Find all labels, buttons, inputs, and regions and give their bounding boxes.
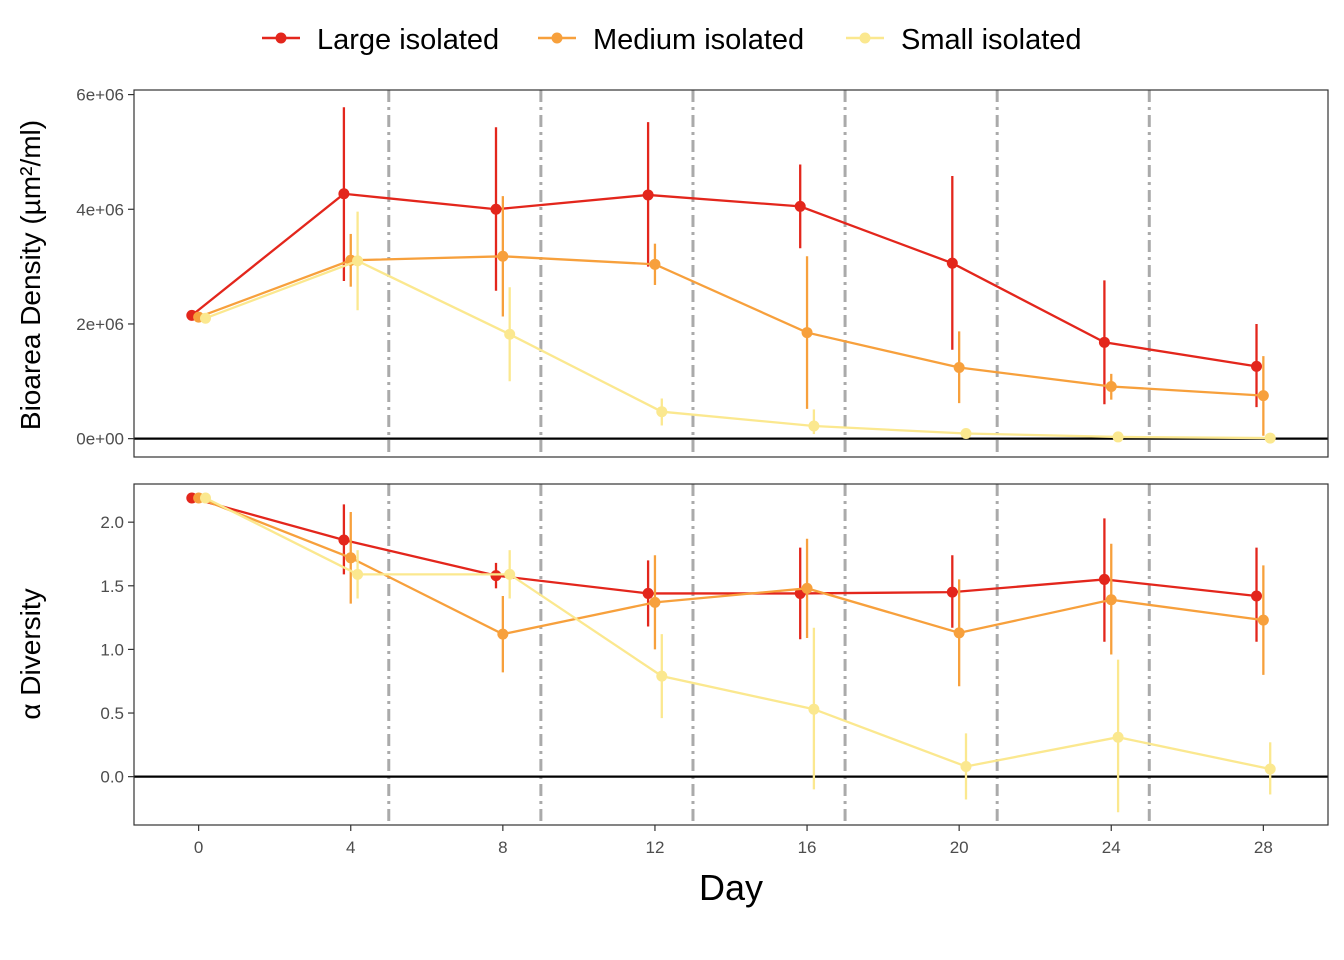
data-point-large-day-24 (1098, 573, 1110, 585)
data-point-small-day-16 (808, 420, 820, 432)
data-point-medium-day-28 (1257, 390, 1269, 402)
data-point-small-day-4 (352, 568, 364, 580)
x-tick-label-0: 0 (194, 838, 203, 857)
legend-label-large: Large isolated (317, 24, 499, 56)
panel-background (134, 90, 1328, 457)
series-line-small (205, 259, 1271, 440)
data-point-large-day-24 (1098, 336, 1110, 348)
y-tick-label-3: 1.5 (100, 577, 124, 596)
y-tick-label-1: 2e+06 (76, 315, 124, 334)
data-point-small-day-0 (199, 312, 211, 324)
data-point-small-day-8 (504, 328, 516, 340)
data-point-small-day-24 (1112, 431, 1124, 443)
y-tick-label-0: 0.0 (100, 768, 124, 787)
legend-label-small: Small isolated (901, 24, 1082, 56)
x-tick-label-1: 4 (346, 838, 355, 857)
legend-key-point-medium (551, 32, 563, 44)
series-line-medium (198, 496, 1264, 636)
series-line-large (191, 192, 1257, 368)
data-point-small-day-28 (1264, 432, 1276, 444)
data-point-small-day-8 (504, 568, 516, 580)
data-point-medium-day-20 (953, 362, 965, 374)
y-tick-label-2: 1.0 (100, 640, 124, 659)
data-point-medium-day-16 (801, 327, 813, 339)
data-point-large-day-8 (490, 570, 502, 582)
series-line-medium (198, 255, 1264, 397)
legend-key-point-small (859, 32, 871, 44)
bioarea-density-panel: 0e+00 2e+06 4e+06 6e+06 (76, 86, 1329, 458)
data-point-large-day-4 (338, 188, 350, 200)
y-tick-label-2: 4e+06 (76, 200, 124, 219)
legend-item-medium: Medium isolated (538, 24, 804, 56)
data-point-medium-day-12 (649, 596, 661, 608)
x-tick-label-3: 12 (645, 838, 664, 857)
panel-border (133, 483, 1329, 826)
data-point-small-day-4 (352, 255, 364, 267)
data-point-large-day-20 (946, 586, 958, 598)
data-point-medium-day-8 (497, 250, 509, 262)
x-tick-label-7: 28 (1254, 838, 1273, 857)
y-tick-label-4: 2.0 (100, 513, 124, 532)
x-tick-label-2: 8 (498, 838, 507, 857)
alpha-diversity-panel: 0.0 0.5 1.0 1.5 2.0 0 4 8 12 16 20 24 28 (100, 483, 1329, 857)
data-point-medium-day-20 (953, 627, 965, 639)
data-point-medium-day-28 (1257, 614, 1269, 626)
data-point-small-day-20 (960, 760, 972, 772)
data-point-small-day-28 (1264, 763, 1276, 775)
data-point-small-day-20 (960, 427, 972, 439)
data-point-large-day-12 (642, 587, 654, 599)
data-point-small-day-0 (199, 492, 211, 504)
series-line-large (191, 496, 1257, 598)
y-tick-label-0: 0e+00 (76, 430, 124, 449)
legend: Large isolated Medium isolated Small iso… (262, 24, 1082, 56)
data-point-large-day-8 (490, 203, 502, 215)
data-point-small-day-12 (656, 670, 668, 682)
x-tick-label-4: 16 (798, 838, 817, 857)
y-axis-title-diversity: α Diversity (15, 588, 46, 719)
legend-label-medium: Medium isolated (593, 24, 804, 56)
y-axis-title-bioarea: Bioarea Density (µm²/ml) (15, 120, 46, 430)
x-tick-label-5: 20 (950, 838, 969, 857)
legend-item-small: Small isolated (846, 24, 1082, 56)
y-tick-label-3: 6e+06 (76, 86, 124, 105)
data-point-large-day-12 (642, 189, 654, 201)
data-point-small-day-12 (656, 406, 668, 418)
panel-border (133, 89, 1329, 458)
x-axis-title: Day (699, 867, 763, 908)
data-point-medium-day-12 (649, 258, 661, 270)
data-point-large-day-16 (794, 200, 806, 212)
data-point-medium-day-24 (1105, 380, 1117, 392)
data-point-large-day-28 (1251, 360, 1263, 372)
data-point-small-day-24 (1112, 731, 1124, 743)
data-point-medium-day-24 (1105, 594, 1117, 606)
data-point-medium-day-4 (345, 552, 357, 564)
data-point-medium-day-16 (801, 582, 813, 594)
legend-key-point-large (275, 32, 287, 44)
data-point-small-day-16 (808, 703, 820, 715)
data-point-large-day-4 (338, 534, 350, 546)
x-tick-label-6: 24 (1102, 838, 1121, 857)
data-point-medium-day-8 (497, 628, 509, 640)
panel-background (134, 484, 1328, 825)
data-point-large-day-28 (1251, 590, 1263, 602)
y-tick-label-1: 0.5 (100, 704, 124, 723)
series-line-small (204, 496, 1271, 771)
legend-item-large: Large isolated (262, 24, 499, 56)
data-point-large-day-20 (946, 257, 958, 269)
